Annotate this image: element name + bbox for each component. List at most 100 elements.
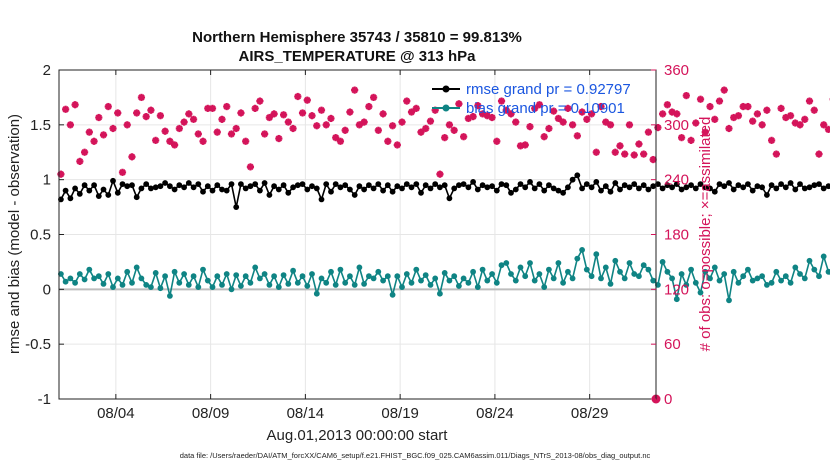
obs-marker-113 [592,148,600,156]
rmse-point-125 [650,183,657,190]
bias-point-107 [565,268,571,275]
obs-marker-0 [57,170,65,178]
rmse-point-86 [465,184,472,191]
rmse-point-30 [200,188,206,195]
rmse-point-80 [437,184,443,191]
obs-marker-99 [526,123,534,131]
rmse-point-8 [95,193,102,200]
bias-point-128 [664,268,671,275]
obs-marker-47 [279,111,288,119]
rmse-point-55 [318,196,325,203]
obs-marker-122 [635,140,643,148]
obs-marker-108 [569,121,577,129]
obs-marker-71 [393,141,401,149]
bias-point-43 [261,271,268,277]
rmse-point-91 [489,183,495,190]
obs-marker-24 [171,141,179,149]
obs-marker-52 [303,96,311,104]
rmse-point-135 [697,181,704,188]
bias-point-1 [62,278,69,285]
obs-marker-78 [426,117,435,125]
y-tick-label-4: 0 [43,281,51,298]
bias-point-95 [508,271,514,277]
rmse-point-21 [157,183,164,190]
obs-marker-35 [223,102,231,111]
bias-point-147 [754,275,761,282]
obs-marker-17 [137,93,146,102]
rmse-point-47 [280,182,287,189]
bias-point-55 [318,275,325,282]
rmse-point-159 [811,182,818,189]
bias-point-22 [162,273,169,280]
bias-point-139 [716,277,723,284]
rmse-point-143 [735,182,742,189]
obs-marker-55 [317,106,326,114]
rmse-point-57 [328,188,334,195]
bias-point-15 [129,279,135,286]
rmse-point-151 [773,185,780,192]
obs-marker-21 [156,112,164,120]
rmse-point-3 [72,185,78,192]
rmse-point-106 [560,189,566,196]
bias-point-124 [645,266,652,273]
rmse-point-1 [62,187,69,194]
rmse-point-77 [422,182,429,189]
rmse-point-59 [337,184,344,191]
rmse-point-48 [285,189,292,196]
obs-marker-117 [611,148,619,156]
obs-marker-51 [298,109,307,117]
rmse-point-28 [190,184,197,191]
obs-marker-101 [535,101,544,109]
obs-marker-11 [109,124,117,133]
rmse-point-160 [816,181,822,188]
bias-point-136 [702,268,709,275]
bias-point-20 [152,270,159,276]
obs-marker-58 [332,134,340,142]
rmse-point-68 [380,187,386,194]
obs-marker-69 [384,137,392,145]
bias-point-16 [133,264,140,271]
bias-point-116 [607,281,614,287]
obs-marker-116 [606,121,615,129]
bias-point-13 [119,282,126,288]
obs-marker-40 [246,163,255,171]
obs-marker-34 [218,115,226,123]
rmse-point-18 [143,181,150,188]
rmse-point-17 [138,185,145,192]
obs-marker-54 [313,122,321,130]
y-right-tick-label-3: 180 [664,227,689,244]
bias-point-117 [612,257,619,264]
bias-point-129 [669,275,675,282]
obs-marker-6 [85,128,93,136]
rmse-point-16 [133,194,140,201]
obs-marker-20 [152,136,160,144]
obs-marker-29 [194,130,202,138]
rmse-point-137 [707,185,713,192]
bias-point-39 [242,273,249,280]
obs-marker-138 [711,115,719,123]
obs-marker-10 [104,102,112,111]
bias-point-50 [294,279,301,286]
rmse-point-113 [593,179,600,185]
bias-point-42 [257,275,263,282]
rmse-point-56 [323,181,330,188]
obs-marker-131 [677,134,686,142]
bias-point-69 [384,273,391,280]
bias-point-34 [219,282,225,288]
obs-marker-139 [715,97,724,105]
bias-point-114 [598,275,604,282]
bias-point-68 [380,277,386,284]
bias-point-71 [394,273,401,280]
bias-point-45 [271,273,277,280]
obs-marker-92 [493,137,501,145]
bias-point-150 [768,279,775,286]
bias-point-17 [138,275,145,282]
bias-point-108 [569,275,576,282]
bias-point-86 [465,279,472,286]
bias-point-27 [185,282,192,288]
bias-point-5 [81,276,88,283]
y-right-tick-label-0: 360 [664,62,689,79]
bias-point-61 [347,273,353,280]
obs-marker-124 [644,128,653,136]
